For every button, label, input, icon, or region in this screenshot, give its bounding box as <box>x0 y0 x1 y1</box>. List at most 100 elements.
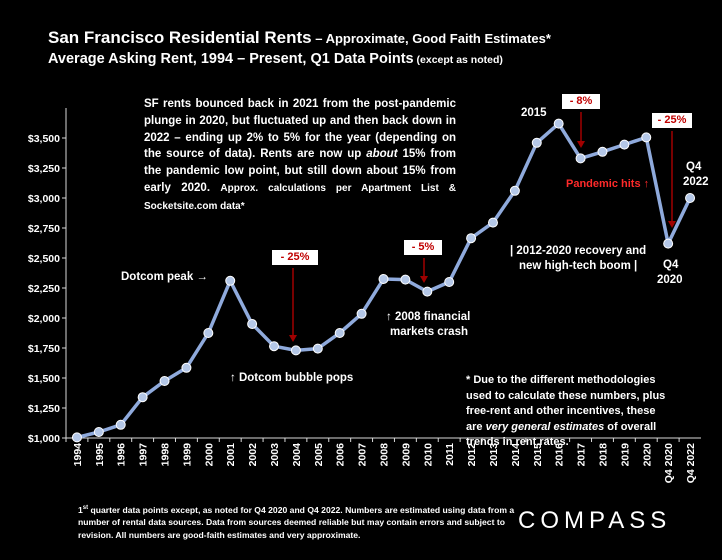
chart-subtitle-main: Average Asking Rent, 1994 – Present, Q1 … <box>48 51 414 67</box>
x-tick-label: 2011 <box>444 443 456 466</box>
data-point <box>203 328 214 338</box>
y-axis-ticks: $1,000 $1,250 $1,500 $1,750 $2,000 $2,250 $2,5… <box>28 133 66 445</box>
data-point <box>115 419 126 430</box>
y-tick-label: $3,250 <box>28 163 60 175</box>
x-tick-label: 2004 <box>291 443 303 467</box>
data-point <box>312 343 323 354</box>
data-point <box>575 153 586 164</box>
chart-axes <box>65 108 701 439</box>
methodology-note: * Due to the different methodologies use… <box>466 373 674 451</box>
x-tick-label: 2000 <box>203 443 215 467</box>
data-point <box>663 238 674 249</box>
y-tick-label: $2,250 <box>28 283 60 295</box>
data-point <box>619 139 630 150</box>
data-point <box>93 427 104 437</box>
data-point <box>487 217 498 228</box>
x-tick-label: 2001 <box>225 443 237 467</box>
x-tick-label: 2018 <box>597 443 609 467</box>
drop-8-badge: - 8% <box>562 94 600 109</box>
q4-2022-label-a: Q4 <box>686 161 702 173</box>
x-tick-label: 2017 <box>576 443 588 467</box>
pandemic-label: Pandemic hits ↑ <box>566 178 650 190</box>
data-point <box>247 319 258 329</box>
methodology-italic: very general estimates <box>485 420 605 433</box>
data-point <box>225 275 236 286</box>
x-tick-label: 2015 <box>532 443 544 467</box>
y-tick-label: $3,500 <box>28 133 60 145</box>
x-tick-label: 2008 <box>379 443 391 467</box>
dotcom-peak-label: Dotcom peak → <box>121 271 208 283</box>
data-point <box>553 118 564 129</box>
x-tick-label: 2016 <box>554 443 566 467</box>
y-tick-label: $1,500 <box>28 373 60 385</box>
chart-subtitle-note: (except as noted) <box>413 54 503 66</box>
q4-2022-label-b: 2022 <box>683 176 709 188</box>
data-point <box>444 277 455 287</box>
q4-2020-label-a: Q4 <box>663 259 679 271</box>
data-point <box>269 341 280 352</box>
data-point <box>509 185 520 196</box>
data-point <box>378 274 389 284</box>
x-tick-label: Q4 2020 <box>663 443 675 483</box>
footnote-sup-number: 1 <box>78 504 83 515</box>
summary-text: SF rents bounced back in 2021 from the p… <box>144 98 456 161</box>
rent-series <box>71 118 696 443</box>
x-tick-label: 2007 <box>357 443 369 467</box>
methodology-text: * Due to the different methodologies use… <box>466 374 666 433</box>
data-point <box>641 132 652 143</box>
y-tick-label: $1,750 <box>28 343 60 355</box>
x-tick-label: 1996 <box>116 443 128 467</box>
chart-subtitle: Average Asking Rent, 1994 – Present, Q1 … <box>48 51 503 67</box>
footnote-sup-st: st <box>82 505 89 511</box>
chart-title: San Francisco Residential Rents – Approx… <box>48 28 551 48</box>
data-point <box>685 193 696 203</box>
x-tick-label: 2006 <box>335 443 347 467</box>
x-axis-ticks: 1994 1995 1996 1997 1998 1999 2000 2001 2002 2003… <box>65 438 697 483</box>
data-point <box>290 345 301 356</box>
y-tick-label: $1,000 <box>28 433 60 445</box>
data-point <box>159 376 170 386</box>
x-tick-label: 2020 <box>641 443 653 467</box>
data-point <box>466 233 477 244</box>
x-tick-label: 2012 <box>466 443 478 467</box>
y-tick-label: $2,750 <box>28 223 60 235</box>
q4-2020-label-b: 2020 <box>657 274 683 286</box>
compass-logo: COMPASS <box>518 507 672 534</box>
summary-paragraph: SF rents bounced back in 2021 from the p… <box>144 96 456 216</box>
y-tick-label: $1,250 <box>28 403 60 415</box>
x-tick-label: 1999 <box>181 443 193 467</box>
arrow-8pct-head <box>577 141 585 148</box>
financial-crash-label-1: ↑ 2008 financial <box>386 311 471 323</box>
data-point <box>422 286 433 297</box>
recovery-label-1: | 2012-2020 recovery and <box>510 245 647 257</box>
arrow-dotcom-head <box>289 335 297 342</box>
y-tick-label: $2,500 <box>28 253 60 265</box>
x-tick-label: 2003 <box>269 443 281 467</box>
x-tick-label: 1994 <box>72 443 84 467</box>
data-point <box>334 328 345 338</box>
x-tick-label: 2010 <box>422 443 434 467</box>
x-tick-label: 2002 <box>247 443 259 467</box>
x-tick-label: Q4 2022 <box>685 443 697 483</box>
data-point <box>71 432 82 443</box>
data-point <box>400 274 411 285</box>
x-tick-label: 2009 <box>400 443 412 467</box>
dotcom-pops-label: ↑ Dotcom bubble pops <box>230 372 354 384</box>
x-tick-label: 2013 <box>488 443 500 467</box>
annotation-arrows <box>289 112 676 342</box>
summary-italic: about <box>366 148 398 161</box>
data-point <box>137 392 148 403</box>
label-2015: 2015 <box>521 107 547 119</box>
x-tick-label: 1997 <box>138 443 150 467</box>
financial-crash-label-2: markets crash <box>390 326 468 338</box>
x-tick-label: 2019 <box>619 443 631 467</box>
data-point <box>181 362 192 373</box>
data-point <box>531 137 542 148</box>
drop-25-pandemic-badge: - 25% <box>652 113 692 128</box>
x-tick-label: 2014 <box>510 443 522 467</box>
footnote: 1st quarter data points except, as noted… <box>78 502 518 541</box>
chart-title-suffix: – Approximate, Good Faith Estimates* <box>311 31 551 46</box>
data-point <box>356 308 367 319</box>
y-tick-label: $2,000 <box>28 313 60 325</box>
